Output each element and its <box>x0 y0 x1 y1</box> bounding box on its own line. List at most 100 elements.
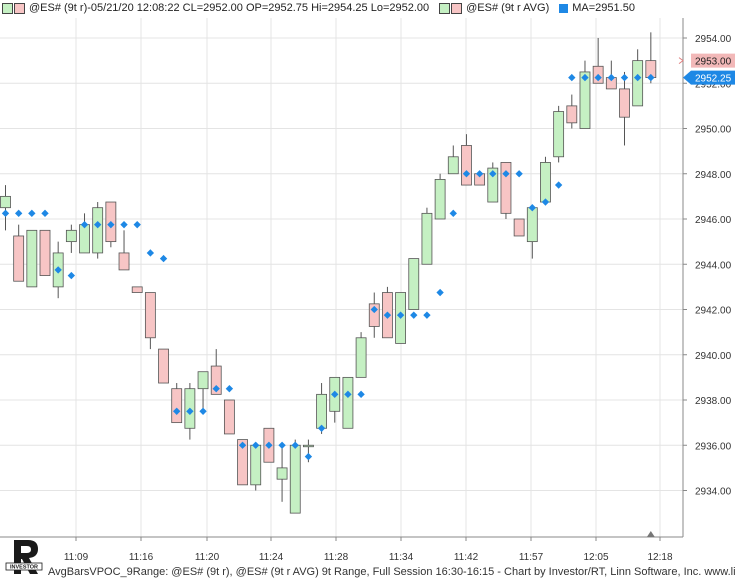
candle-body <box>79 224 90 254</box>
legend-swatch-ma <box>559 3 569 13</box>
avg-marker <box>212 385 220 393</box>
candle-body <box>171 388 183 424</box>
avg-marker <box>14 209 23 218</box>
avg-marker <box>225 385 234 393</box>
candle-body <box>342 376 354 429</box>
avg-marker <box>252 441 260 449</box>
avg-marker <box>80 220 89 229</box>
avg-marker <box>475 170 484 178</box>
avg-marker <box>554 181 563 189</box>
investor-logo-icon: INVESTOR <box>5 540 43 574</box>
avg-marker <box>186 407 194 415</box>
candle-body <box>223 399 235 435</box>
candle-body <box>197 371 209 390</box>
chart-footer: AvgBarsVPOC_9Range: @ES# (9t r), @ES# (9… <box>48 566 736 578</box>
avg-marker <box>265 441 273 449</box>
candle-body <box>210 365 222 395</box>
candle-body <box>566 105 578 124</box>
y-tick-label: 2954.00 <box>695 34 732 45</box>
candle-body <box>461 145 472 186</box>
x-tick-label: 11:20 <box>195 552 220 563</box>
legend-swatch-symbol-down <box>14 2 25 14</box>
candle-body <box>355 337 367 378</box>
candle-body <box>131 286 143 293</box>
last-price-pointer-icon <box>678 57 684 65</box>
legend-ma-text[interactable]: MA=2951.50 <box>572 2 635 14</box>
candle-body <box>118 252 130 271</box>
chart-grid <box>0 18 683 537</box>
x-tick-label: 11:57 <box>519 552 544 563</box>
avg-marker <box>199 407 207 415</box>
candle-body <box>487 167 499 203</box>
avg-marker <box>238 441 247 449</box>
candle-body <box>408 258 420 310</box>
y-tick-label: 2940.00 <box>695 351 732 362</box>
avg-marker <box>357 390 365 399</box>
avg-marker <box>528 204 536 212</box>
candle-body <box>421 212 433 265</box>
avg-marker <box>502 170 510 178</box>
avg-marker <box>304 452 313 461</box>
x-tick-label: 11:42 <box>454 552 479 563</box>
candle-body <box>26 229 38 288</box>
candle-body <box>368 303 380 327</box>
x-tick-label: 11:16 <box>129 552 154 563</box>
y-tick-label: 2934.00 <box>695 487 732 498</box>
candle-body <box>632 60 644 107</box>
legend-avg-text[interactable]: @ES# (9t r AVG) <box>466 2 550 14</box>
current-price-label: 2952.25 <box>695 74 732 85</box>
avg-marker <box>423 311 431 319</box>
avg-marker <box>647 73 655 82</box>
candle-body <box>158 348 169 384</box>
legend-swatch-avg <box>439 2 451 14</box>
avg-marker <box>67 271 76 280</box>
x-tick-label: 11:24 <box>259 552 284 563</box>
avg-marker <box>28 209 36 218</box>
candle-body <box>276 467 288 480</box>
avg-marker <box>107 220 115 229</box>
candle-body <box>144 292 156 339</box>
avg-marker <box>159 254 168 263</box>
candle-body <box>237 439 248 486</box>
legend-symbol-text[interactable]: @ES# (9t r)-05/21/20 12:08:22 CL=2952.00… <box>29 2 430 14</box>
avg-marker <box>541 198 550 206</box>
avg-marker <box>449 209 457 218</box>
y-tick-label: 2942.00 <box>695 306 732 317</box>
y-tick-label: 2948.00 <box>695 170 732 181</box>
y-tick-label: 2946.00 <box>695 215 732 226</box>
avg-marker <box>489 170 497 178</box>
avg-marker <box>370 305 378 314</box>
avg-marker <box>331 390 339 399</box>
x-tick-label: 11:28 <box>324 552 349 563</box>
candles-group <box>0 32 657 514</box>
chart-axes: 2954.00 2952.00 2950.00 2948.00 2946.00 2944.… <box>0 18 735 563</box>
x-tick-label: 12:05 <box>583 552 608 563</box>
y-tick-label: 2938.00 <box>695 396 732 407</box>
candle-body <box>0 195 11 209</box>
candle-body <box>316 393 327 429</box>
x-tick-label: 11:34 <box>389 552 414 563</box>
candle-body <box>39 229 51 276</box>
chart-legend: @ES# (9t r)-05/21/20 12:08:22 CL=2952.00… <box>0 0 635 16</box>
avg-marker <box>568 73 576 82</box>
candle-body <box>13 235 25 282</box>
y-tick-label: 2950.00 <box>695 125 732 136</box>
candle-body <box>513 218 525 237</box>
candle-body <box>447 156 459 175</box>
avg-marker <box>383 311 392 319</box>
candle-body <box>92 207 104 254</box>
candle-body <box>500 162 512 214</box>
avg-marker <box>317 424 326 432</box>
current-bar-pointer-icon <box>646 531 655 537</box>
logo-text: INVESTOR <box>10 565 38 571</box>
avg-marker <box>278 441 286 449</box>
candle-body <box>579 71 591 129</box>
candle-body <box>553 111 565 158</box>
candle-body <box>540 162 551 203</box>
candle-body <box>65 229 77 243</box>
avg-marker <box>607 73 615 82</box>
y-tick-label: 2952.00 <box>695 79 732 90</box>
avg-marker <box>120 220 128 229</box>
candle-body <box>303 444 314 448</box>
